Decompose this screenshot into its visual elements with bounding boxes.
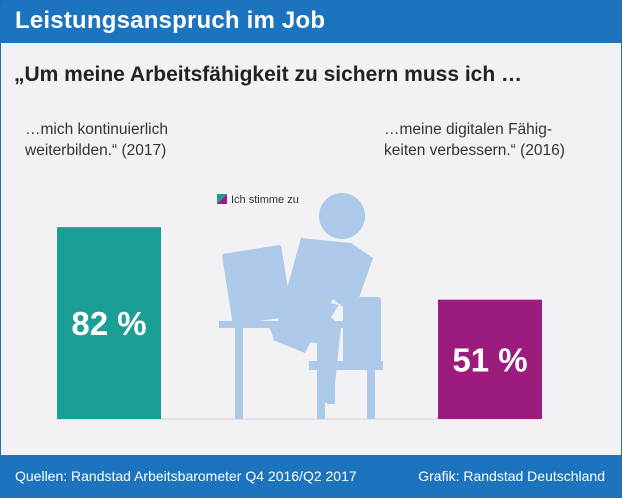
- person-at-computer-icon: [219, 193, 383, 419]
- quote-right-line1: …meine digitalen Fähig-: [384, 121, 553, 138]
- header-bar: Leistungsanspruch im Job: [1, 1, 621, 43]
- quote-left: …mich kontinuierlich weiterbilden.“ (201…: [25, 119, 168, 161]
- quote-left-line2: weiterbilden.“ (2017): [25, 142, 167, 159]
- bar-2: [438, 299, 542, 419]
- bar-1: [57, 227, 161, 419]
- chart-area: „Um meine Arbeitsfähigkeit zu sichern mu…: [1, 43, 621, 455]
- bar-value-label-1: 82 %: [71, 305, 146, 342]
- footer-bar: Quellen: Randstad Arbeitsbarometer Q4 20…: [1, 455, 621, 497]
- legend-label: Ich stimme zu: [231, 194, 299, 206]
- legend: Ich stimme zu: [217, 194, 299, 206]
- quote-left-line1: …mich kontinuierlich: [25, 121, 168, 138]
- legend-swatch: [217, 194, 227, 204]
- bar-value-label-2: 51 %: [452, 341, 527, 378]
- page-title: Leistungsanspruch im Job: [15, 7, 326, 34]
- quote-right-line2: keiten verbessern.“ (2016): [384, 142, 565, 159]
- bar-chart: Ich stimme zu 82 % 51 %: [57, 193, 542, 420]
- footer-credit: Grafik: Randstad Deutschland: [418, 468, 605, 484]
- quote-right: …meine digitalen Fähig- keiten verbesser…: [384, 119, 565, 161]
- footer-source: Quellen: Randstad Arbeitsbarometer Q4 20…: [15, 468, 357, 484]
- bars: 82 % 51 %: [57, 227, 542, 419]
- chart-headline: „Um meine Arbeitsfähigkeit zu sichern mu…: [14, 63, 523, 86]
